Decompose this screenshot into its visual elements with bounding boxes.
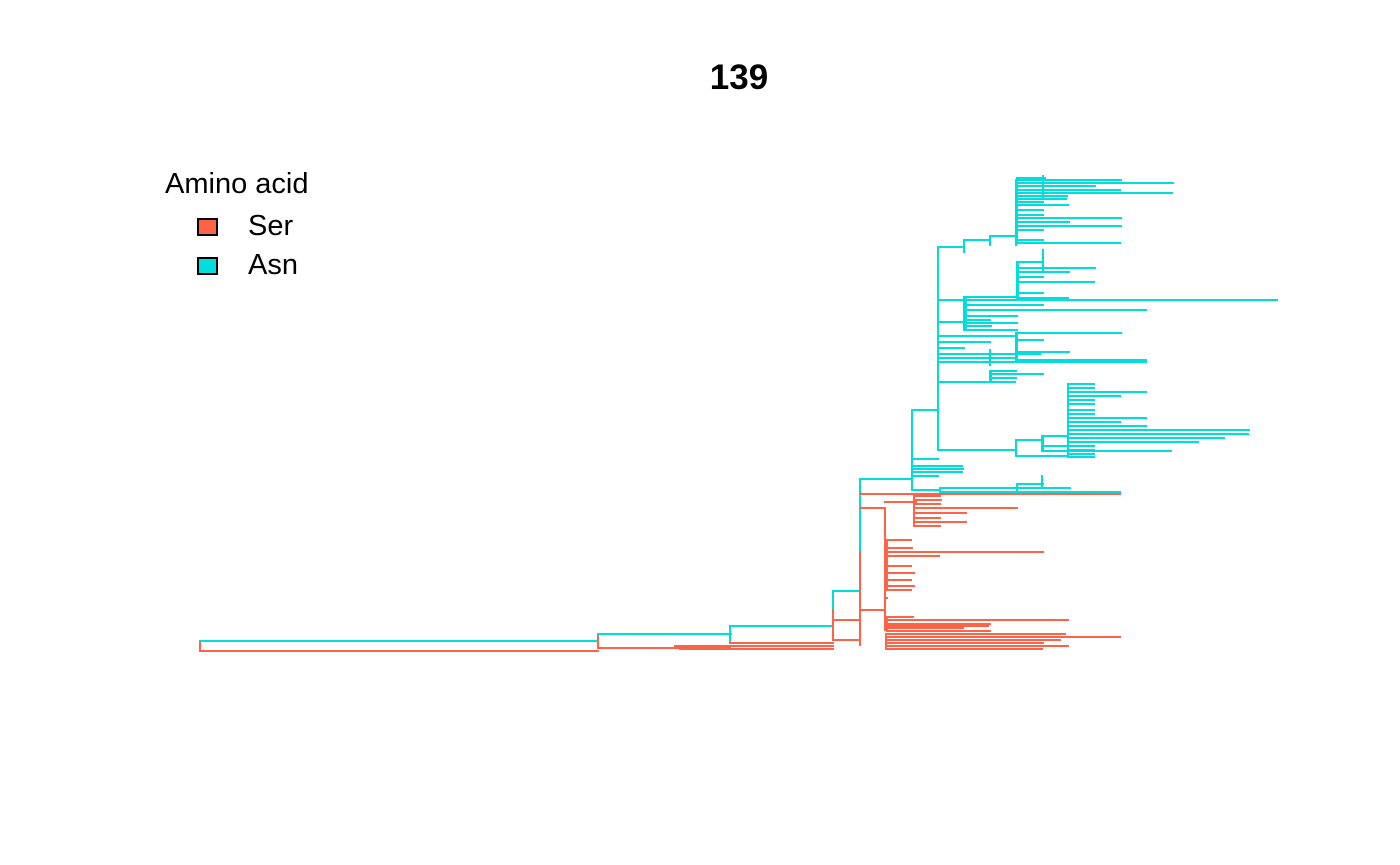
legend-item-asn: Asn [197, 246, 308, 285]
legend: Amino acid Ser Asn [165, 168, 308, 285]
legend-item-ser: Ser [197, 207, 308, 246]
legend-label-asn: Asn [248, 249, 298, 281]
legend-title: Amino acid [165, 168, 309, 200]
legend-label-ser: Ser [248, 210, 294, 242]
legend-swatch-asn [197, 256, 218, 275]
plot-title: 139 [709, 58, 769, 97]
legend-swatch-ser [197, 217, 218, 236]
